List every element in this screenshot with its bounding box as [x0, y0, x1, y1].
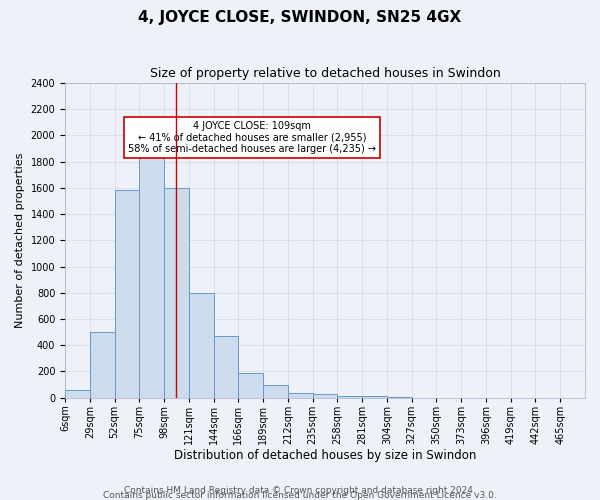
Y-axis label: Number of detached properties: Number of detached properties — [15, 152, 25, 328]
Bar — [139, 140, 164, 398]
Text: 4 JOYCE CLOSE: 109sqm
← 41% of detached houses are smaller (2,955)
58% of semi-d: 4 JOYCE CLOSE: 109sqm ← 41% of detached … — [128, 121, 376, 154]
X-axis label: Distribution of detached houses by size in Swindon: Distribution of detached houses by size … — [174, 450, 476, 462]
Bar — [65, 390, 90, 398]
Bar — [90, 332, 115, 398]
Bar — [238, 372, 263, 398]
Text: 4, JOYCE CLOSE, SWINDON, SN25 4GX: 4, JOYCE CLOSE, SWINDON, SN25 4GX — [139, 10, 461, 25]
Bar — [288, 393, 313, 398]
Bar — [115, 190, 139, 398]
Bar — [387, 397, 412, 398]
Bar — [362, 396, 387, 398]
Text: Contains public sector information licensed under the Open Government Licence v3: Contains public sector information licen… — [103, 490, 497, 500]
Text: Contains HM Land Registry data © Crown copyright and database right 2024.: Contains HM Land Registry data © Crown c… — [124, 486, 476, 495]
Bar — [313, 394, 337, 398]
Bar — [337, 396, 362, 398]
Title: Size of property relative to detached houses in Swindon: Size of property relative to detached ho… — [149, 68, 500, 80]
Bar — [189, 293, 214, 398]
Bar — [263, 385, 288, 398]
Bar — [214, 336, 238, 398]
Bar — [164, 188, 189, 398]
